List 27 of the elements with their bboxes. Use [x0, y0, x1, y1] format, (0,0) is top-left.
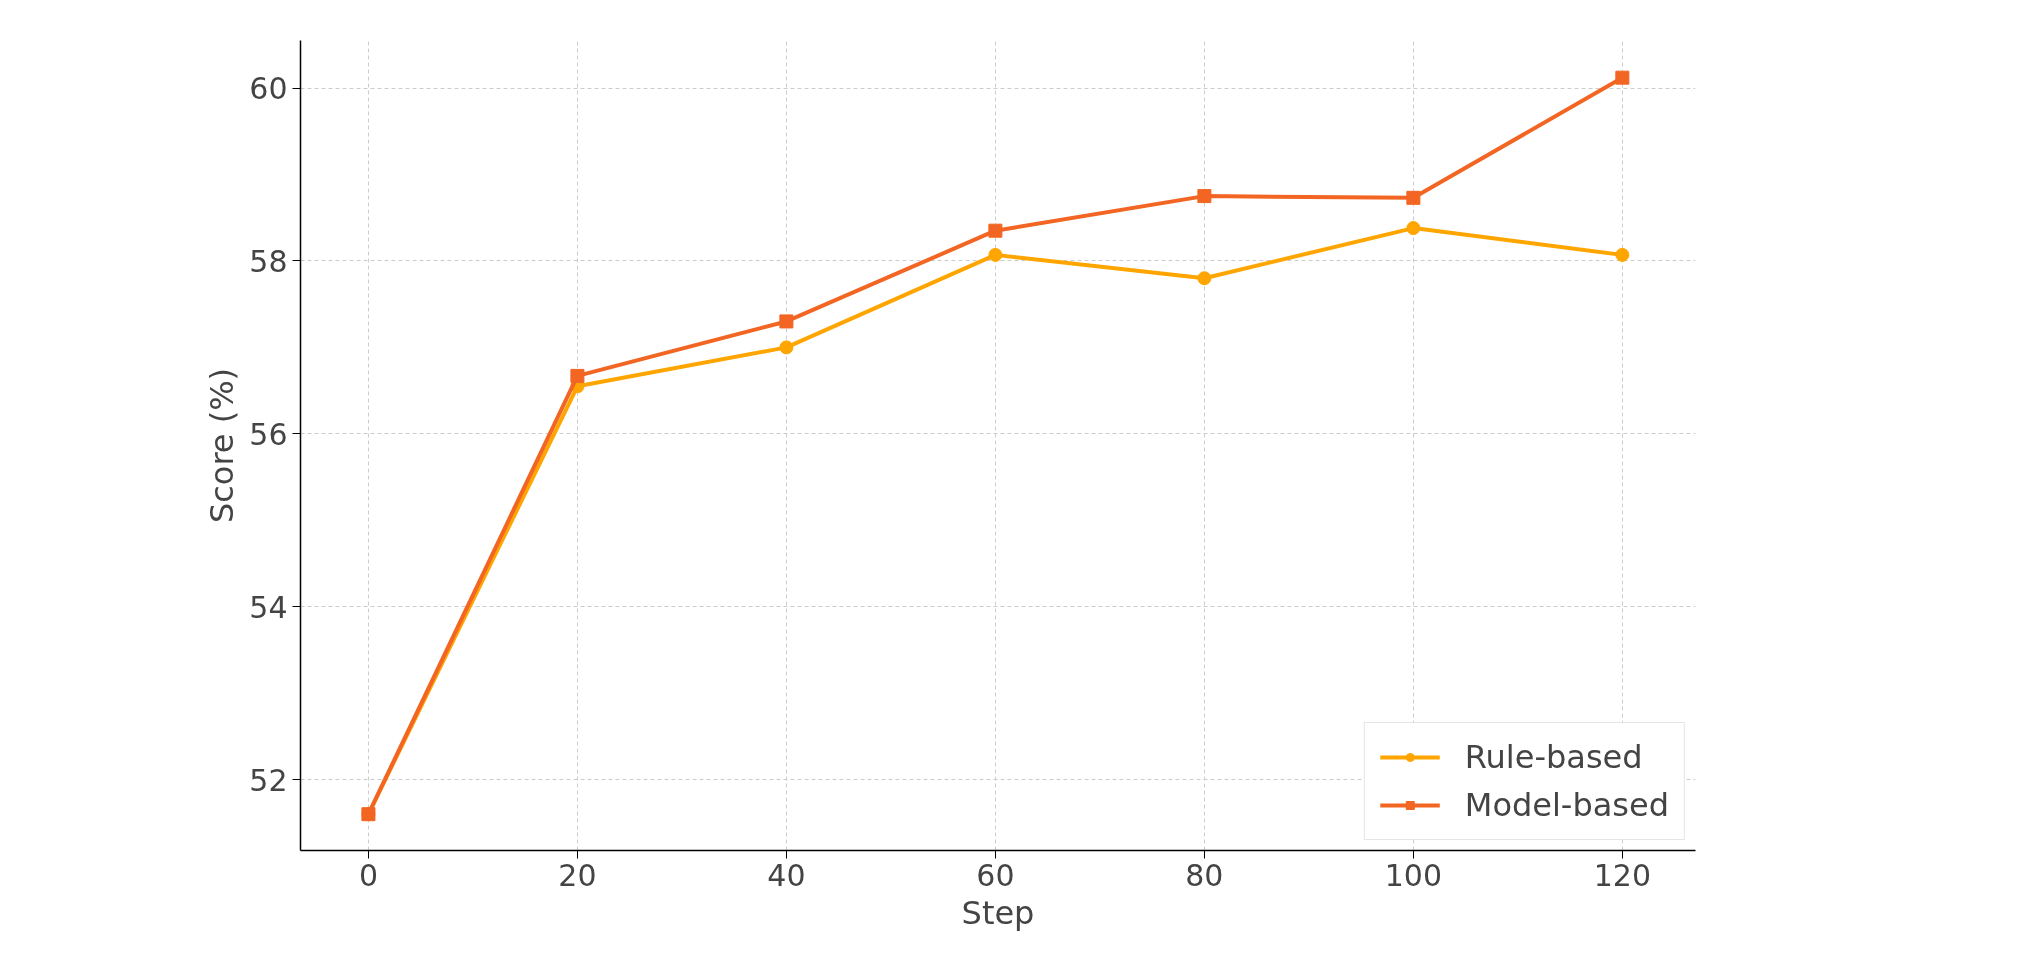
x-tick-label: 80: [1185, 857, 1224, 893]
point: [1406, 221, 1421, 236]
point: [779, 314, 794, 329]
y-axis-title: Score (%): [203, 367, 242, 524]
x-axis-title: Step: [961, 893, 1035, 932]
y-tick-label: 54: [249, 589, 288, 625]
point: [1197, 189, 1212, 204]
x-tick-label: 0: [358, 857, 378, 893]
point: [1406, 190, 1421, 205]
point: [988, 247, 1003, 262]
legend-label: Model-based: [1464, 786, 1669, 824]
x-tick-label: 100: [1384, 857, 1442, 893]
point: [1615, 70, 1630, 85]
point: [1197, 271, 1212, 286]
y-tick-label: 52: [249, 762, 288, 798]
x-tick-label: 60: [976, 857, 1015, 893]
x-tick-label: 20: [558, 857, 597, 893]
x-tick-label: 120: [1593, 857, 1651, 893]
point: [570, 368, 585, 383]
point: [779, 340, 794, 355]
legend-label: Rule-based: [1464, 738, 1643, 776]
x-tick-label: 40: [767, 857, 806, 893]
y-tick-label: 58: [249, 243, 288, 279]
y-tick-label: 60: [249, 71, 288, 107]
point: [1615, 247, 1630, 262]
point: [988, 223, 1003, 238]
y-tick-label: 56: [249, 416, 288, 452]
